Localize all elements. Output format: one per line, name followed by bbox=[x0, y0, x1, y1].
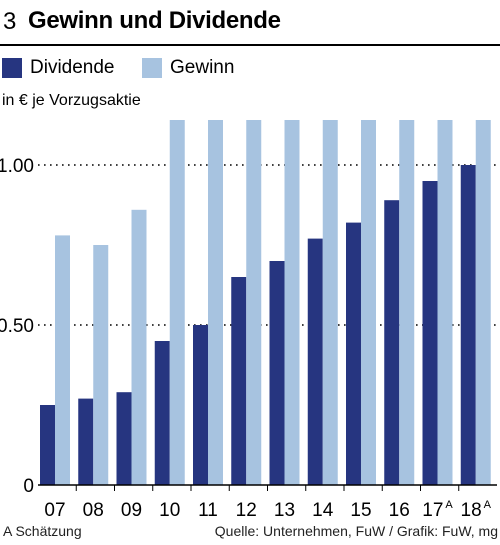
legend-label-gewinn: Gewinn bbox=[170, 57, 235, 78]
bar-dividende bbox=[384, 200, 400, 485]
x-tick-label: 11 bbox=[198, 500, 218, 520]
legend-swatch-gewinn bbox=[142, 58, 162, 78]
bar-dividende bbox=[154, 341, 170, 485]
bar-dividende bbox=[116, 392, 132, 485]
bar-gewinn bbox=[399, 120, 415, 486]
bar-gewinn bbox=[208, 120, 223, 485]
bar-gewinn bbox=[169, 120, 185, 486]
bar-dividende bbox=[307, 238, 323, 485]
legend-item-gewinn: Gewinn bbox=[142, 56, 234, 80]
bar-gewinn bbox=[437, 120, 453, 485]
y-tick-label: 1.00 bbox=[0, 156, 34, 177]
bar-dividende bbox=[422, 181, 438, 485]
bar-gewinn bbox=[131, 209, 147, 486]
bar-gewinn bbox=[322, 120, 338, 485]
chart-number: 3 bbox=[3, 8, 17, 35]
x-tick-label: 10 bbox=[159, 500, 180, 520]
legend-item-dividende: Dividende bbox=[2, 56, 115, 80]
x-tick-label: 13 bbox=[274, 500, 295, 520]
bar-gewinn bbox=[246, 120, 262, 486]
x-tick-label: 07 bbox=[44, 500, 65, 520]
source-note: Quelle: Unternehmen, FuW / Grafik: FuW, … bbox=[214, 523, 498, 539]
bar-dividende bbox=[346, 222, 361, 485]
bar-dividende bbox=[40, 405, 55, 485]
chart-title: Gewinn und Dividende bbox=[28, 7, 281, 34]
unit-label: in € je Vorzugsaktie bbox=[2, 92, 141, 109]
x-tick-label: 12 bbox=[236, 500, 257, 520]
bar-dividende bbox=[460, 165, 476, 485]
bar-dividende bbox=[231, 277, 247, 485]
bar-gewinn bbox=[361, 120, 376, 485]
x-tick-label: 08 bbox=[83, 500, 104, 520]
legend-label-dividende: Dividende bbox=[30, 57, 115, 78]
bar-gewinn bbox=[475, 120, 491, 485]
bar-dividende bbox=[269, 261, 285, 485]
x-tick-label: 16 bbox=[389, 500, 410, 520]
x-tick-label: 17 A bbox=[422, 499, 453, 520]
x-tick-label: 15 bbox=[350, 500, 371, 520]
bar-gewinn bbox=[55, 235, 70, 485]
y-tick-label: 0.50 bbox=[0, 316, 34, 337]
header-rule bbox=[0, 44, 500, 46]
bar-gewinn bbox=[284, 120, 300, 485]
x-tick-label: 18 A bbox=[461, 499, 492, 520]
footnote: A Schätzung bbox=[3, 523, 82, 539]
bar-dividende bbox=[78, 398, 94, 485]
y-tick-label: 0 bbox=[23, 476, 34, 497]
bar-chart: 00.501.001.502.000708091011121314151617A… bbox=[0, 120, 497, 520]
x-tick-label: 14 bbox=[312, 500, 334, 520]
x-tick-label: 09 bbox=[121, 500, 142, 520]
legend: Dividende Gewinn bbox=[0, 56, 500, 80]
chart-header: 3 Gewinn und Dividende bbox=[0, 0, 500, 44]
bar-gewinn bbox=[93, 245, 109, 485]
legend-swatch-dividende bbox=[2, 58, 22, 78]
bar-dividende bbox=[193, 325, 208, 485]
